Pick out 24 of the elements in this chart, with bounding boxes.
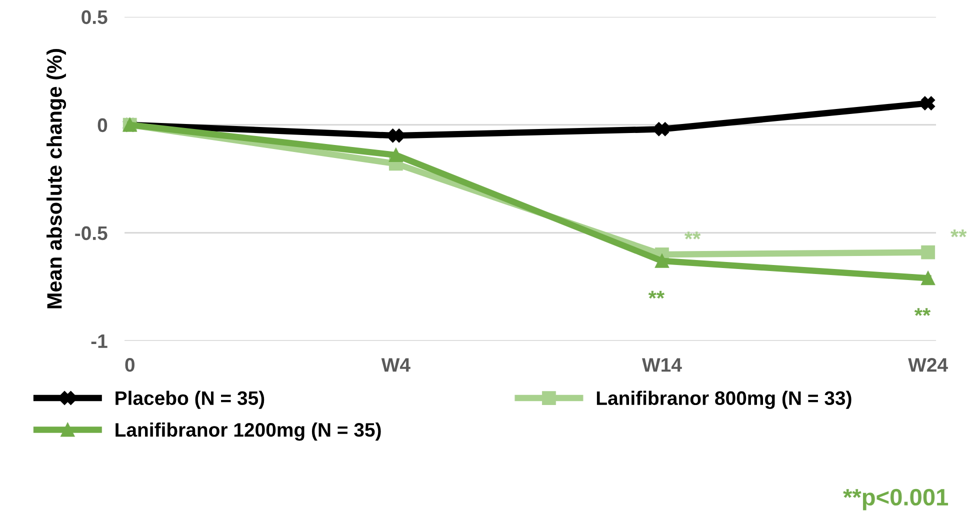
text: **p<0.001 (843, 488, 948, 510)
annotation: ** (950, 229, 967, 238)
y-tick-label: 0 (98, 118, 108, 132)
x-tick-label: 0 (125, 358, 134, 372)
point (655, 254, 669, 268)
annotation: ** (914, 308, 931, 316)
y-tick-label: 0.5 (82, 10, 108, 24)
legend-label: Lanifibranor 1200mg (N = 35) (116, 422, 381, 441)
y-axis-title: Mean absolute change (%) (46, 49, 66, 308)
point (921, 245, 935, 260)
x-tick-label: W24 (908, 358, 948, 372)
point (921, 96, 935, 110)
y-tick-label: -0.5 (75, 226, 108, 240)
point (655, 122, 669, 136)
legend-label: Placebo (N = 35) (116, 390, 264, 409)
y-tick-label: -1 (91, 334, 108, 348)
legend-label: Lanifibranor 800mg (N = 33) (596, 390, 852, 409)
x-tick-label: W4 (381, 358, 410, 372)
point (921, 271, 935, 286)
point (388, 128, 403, 143)
point (388, 148, 403, 162)
annotation: ** (648, 290, 665, 299)
annotation: ** (684, 232, 701, 240)
x-tick-label: W14 (642, 358, 682, 372)
